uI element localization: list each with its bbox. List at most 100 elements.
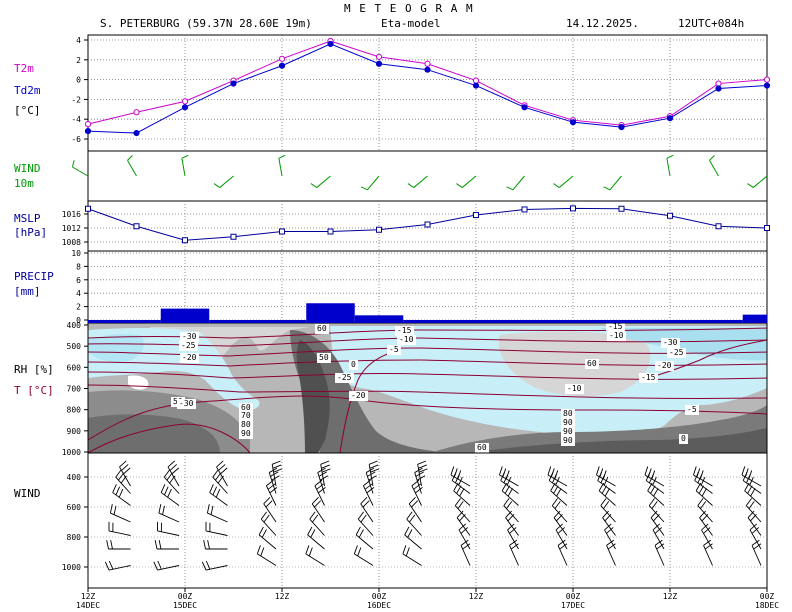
wprof-feather: [171, 467, 180, 475]
wprof-feather: [316, 483, 325, 490]
precip-ytick-label-4: 4: [76, 289, 81, 298]
rh-ytick-label-400: 400: [67, 321, 82, 330]
wind-profile-barb: [555, 523, 568, 550]
wind-profile-barb: [209, 484, 228, 506]
wind10-barb: [506, 175, 525, 191]
time-label-bottom-5: 17DEC: [561, 601, 585, 610]
wprof-feather: [154, 540, 158, 550]
wind-profile-barb: [307, 526, 325, 550]
time-label-top-3: 00Z: [372, 592, 387, 601]
wprof-feather: [457, 470, 462, 480]
precip-bar-2: [209, 320, 307, 323]
wprof-feather: [456, 485, 462, 494]
t-label-6: 0: [351, 360, 356, 369]
rh-dry-right-top: [600, 328, 767, 361]
wprof-feather: [318, 487, 326, 494]
wprof-feather: [203, 540, 206, 550]
time-label-bottom-0: 14DEC: [76, 601, 100, 610]
wprof-shaft: [258, 534, 277, 550]
wprof-feather: [218, 464, 226, 471]
wprof-feather: [510, 543, 519, 550]
wprof-feather: [364, 483, 373, 490]
wprof-feather: [693, 466, 697, 476]
t-label-bg-6: [349, 360, 358, 370]
wprof-feather: [307, 526, 313, 536]
wprof-shaft: [110, 512, 131, 523]
wind-profile-barb: [408, 497, 422, 523]
wprof-feather: [751, 527, 760, 534]
wprof-feather: [704, 543, 713, 550]
wind-profile-barb: [317, 467, 329, 494]
wprof-feather: [314, 500, 322, 508]
wprof-feather: [554, 501, 561, 509]
time-label-top-1: 00Z: [178, 592, 193, 601]
wprof-feather: [697, 474, 703, 484]
wprof-feather: [163, 469, 170, 478]
t2m-point: [278, 55, 286, 62]
title: M E T E O G R A M: [344, 2, 474, 15]
rh-label-bg-3: [239, 420, 253, 430]
wprof-feather: [454, 498, 461, 506]
wind-profile-barb: [747, 510, 762, 536]
rh-label-4: 90: [241, 429, 251, 438]
wind-profile-barb: [501, 482, 519, 506]
t2m-label: T2m: [14, 62, 34, 75]
wind10-shaft: [219, 175, 234, 188]
td2m-point: [84, 127, 92, 135]
wind-profile-barb: [112, 484, 131, 506]
t-label-8: -20: [351, 391, 366, 400]
precip-bar-5: [403, 320, 743, 323]
wprof-feather: [460, 527, 469, 534]
rh-label-bg-1: [239, 403, 253, 413]
wind10-barb: [181, 154, 189, 177]
t2m-point: [424, 60, 431, 67]
td2m-point: [230, 80, 237, 87]
wprof-feather: [606, 527, 614, 534]
td2m-point: [133, 129, 140, 137]
wind10-shaft: [367, 175, 380, 191]
temp-contour-2: [88, 347, 767, 357]
wind10-barb: [71, 160, 89, 177]
wprof-feather: [453, 482, 459, 492]
wprof-feather: [507, 523, 515, 531]
wprof-feather: [160, 484, 166, 493]
wprof-feather: [360, 497, 368, 505]
wprof-shaft: [551, 505, 568, 523]
wind-profile-barb: [749, 523, 762, 550]
wprof-feather: [358, 529, 364, 538]
wind-profile-barb: [701, 523, 713, 550]
wprof-feather: [651, 470, 656, 480]
wprof-feather: [606, 539, 615, 546]
wprof-feather: [654, 539, 663, 546]
wind-profile-barb: [454, 498, 471, 523]
wprof-feather: [215, 488, 221, 498]
wind10-feather: [127, 155, 133, 161]
wind10-barb: [127, 155, 137, 177]
td2m-label: Td2m: [14, 84, 41, 97]
t-label-bg-7: [335, 373, 354, 383]
t2m-point: [133, 109, 140, 116]
wind-profile-barb: [557, 539, 568, 566]
t2m-point: [763, 76, 771, 83]
rh-label-bg-12: [475, 443, 489, 453]
wind-profile-barb: [154, 540, 179, 550]
wprof-feather: [158, 540, 162, 550]
wprof-feather: [256, 545, 261, 554]
wind10-barb: [747, 175, 768, 188]
wind10-feather: [553, 183, 560, 188]
wprof-feather: [270, 471, 279, 477]
temp-contour-6: [88, 395, 767, 441]
td2m-point: [181, 104, 189, 111]
wprof-feather: [742, 472, 748, 481]
wind-profile-barb: [694, 472, 713, 494]
t-label-7: -25: [337, 373, 352, 382]
wprof-shaft: [160, 492, 180, 506]
rh-label-bg-9: [561, 418, 575, 428]
wprof-feather: [153, 561, 158, 571]
wind-profile-barb: [503, 498, 519, 523]
wprof-feather: [604, 488, 611, 497]
wprof-feather: [750, 488, 756, 497]
wind-profile-barb: [744, 482, 762, 506]
t-label-bg-12: [667, 348, 686, 358]
wprof-feather: [123, 467, 131, 475]
